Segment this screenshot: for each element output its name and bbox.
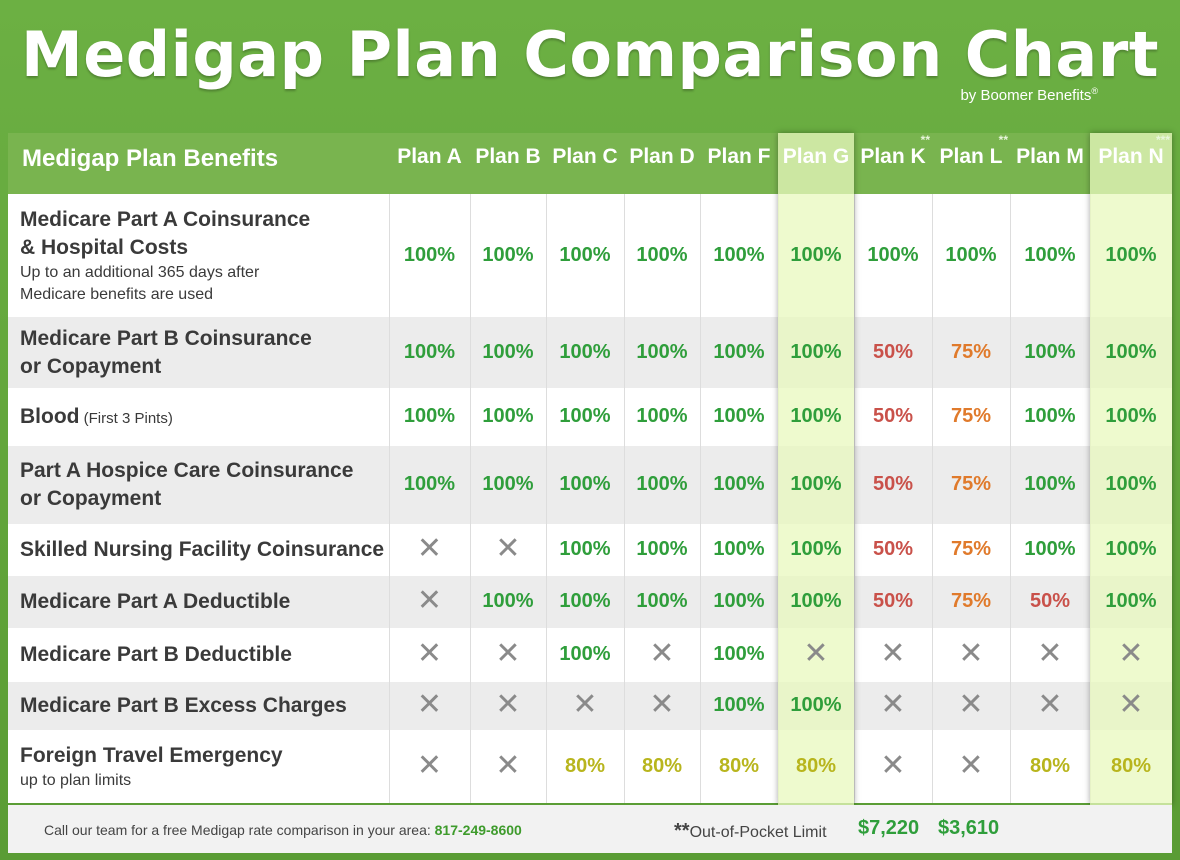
plan-footnote-mark: ** [920,133,930,147]
plan-header-label: Plan K [860,145,926,168]
plan-header-m: Plan M [1010,145,1090,169]
oop-plan-l: $3,610 [938,817,1000,839]
column-divider [546,194,547,803]
plan-header-label: Plan C [552,145,618,168]
plan-footnote-mark: ** [998,133,1008,147]
plan-header-label: Plan D [629,145,695,168]
column-divider [932,194,933,803]
highlight-plan-n [1090,133,1172,805]
plan-footnote-mark: *** [1155,133,1170,147]
highlight-plan-g [778,133,854,805]
column-divider [854,194,855,803]
table-row [8,576,1172,628]
oop-label: **Out-of-Pocket Limit [674,820,827,843]
table-row [8,388,1172,446]
plan-header-label: Plan B [475,145,541,168]
table-header: Medigap Plan Benefits [8,133,1172,194]
oop-mark: ** [674,820,690,842]
header-benefits-label: Medigap Plan Benefits [22,145,279,172]
column-divider [470,194,471,803]
table-body [8,194,1172,803]
plan-header-c: Plan C [546,145,624,169]
byline-text: by Boomer Benefits [960,87,1092,104]
plan-header-label: Plan N [1098,145,1164,168]
chart-title: Medigap Plan Comparison Chart [21,18,1159,91]
plan-header-label: Plan L [939,145,1003,168]
column-divider [1010,194,1011,803]
oop-label-text: Out-of-Pocket Limit [689,824,827,841]
plan-header-a: Plan A [389,145,470,169]
call-text: Call our team for a free Medigap rate co… [44,822,431,838]
table-row [8,628,1172,682]
plan-header-label: Plan M [1016,145,1084,168]
plan-header-g: Plan G [778,145,854,169]
plan-header-f: Plan F [700,145,778,169]
column-divider [700,194,701,803]
column-divider [389,194,390,803]
footer: Call our team for a free Medigap rate co… [8,805,1172,853]
plan-header-label: Plan A [397,145,462,168]
plan-header-k: Plan K ** [854,133,932,169]
registered-mark: ® [1091,86,1098,96]
oop-plan-k: $7,220 [858,817,920,839]
table-row [8,682,1172,730]
table-row [8,730,1172,803]
byline: by Boomer Benefits® [960,86,1098,104]
table-row [8,446,1172,524]
plan-header-l: Plan L ** [932,133,1010,169]
table-row [8,317,1172,388]
footer-call-text: Call our team for a free Medigap rate co… [44,822,522,838]
plan-header-d: Plan D [624,145,700,169]
plan-header-label: Plan G [782,145,850,168]
column-divider [624,194,625,803]
phone-number[interactable]: 817-249-8600 [434,822,522,838]
plan-header-b: Plan B [470,145,546,169]
plan-header-n: Plan N *** [1090,133,1172,169]
plan-header-label: Plan F [707,145,771,168]
table-row [8,524,1172,576]
table-row [8,194,1172,317]
